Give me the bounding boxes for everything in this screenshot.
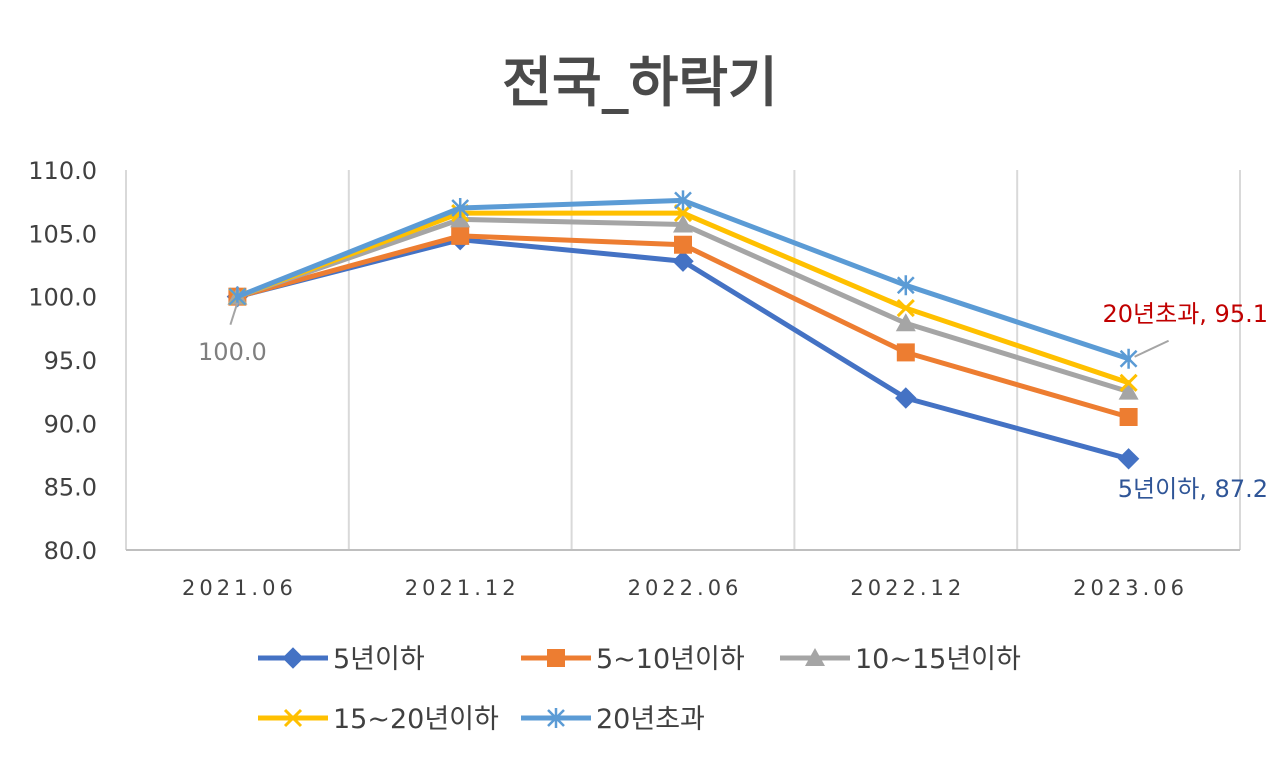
data-point xyxy=(673,204,693,223)
annotations: 100.0 20년초과, 95.1 5년이하, 87.2 xyxy=(198,300,1268,503)
data-point xyxy=(1119,408,1138,426)
legend: 5년이하 5~10년이하 10~15년이하 15~20년이하 20년초과 xyxy=(258,644,1021,735)
leader-line xyxy=(229,302,239,325)
annotation-label: 100.0 xyxy=(198,338,267,366)
data-point xyxy=(895,313,916,332)
chart-title: 전국_하락기 xyxy=(502,51,777,114)
y-tick-label: 95.0 xyxy=(44,347,97,375)
x-tick-label: 2023.06 xyxy=(1073,576,1188,600)
legend-label: 5년이하 xyxy=(333,644,425,675)
series-group xyxy=(226,190,1140,470)
y-tick-label: 105.0 xyxy=(28,220,97,248)
legend-item: 20년초과 xyxy=(521,704,705,735)
data-point xyxy=(1119,348,1138,369)
legend-marker xyxy=(805,648,825,666)
legend-marker xyxy=(547,649,565,667)
data-point xyxy=(674,190,692,211)
legend-marker xyxy=(282,647,304,669)
x-tick-label: 2022.06 xyxy=(628,576,743,600)
leader-line xyxy=(1134,339,1170,358)
data-point xyxy=(896,343,915,362)
y-tick-label: 100.0 xyxy=(28,284,97,312)
data-point xyxy=(896,275,915,296)
data-point xyxy=(674,235,692,254)
data-point xyxy=(673,214,693,233)
data-point xyxy=(1118,381,1139,400)
legend-item: 5년이하 xyxy=(258,644,425,675)
legend-label: 5~10년이하 xyxy=(596,644,745,675)
data-point xyxy=(1117,448,1140,470)
axes: 80.0 85.0 90.0 95.0 100.0 105.0 110.0 2021.06 20… xyxy=(28,157,1240,600)
x-tick-label: 2021.06 xyxy=(182,576,297,600)
data-point xyxy=(672,250,694,272)
data-point xyxy=(1119,373,1138,392)
legend-item: 15~20년이하 xyxy=(258,704,499,735)
y-tick-label: 90.0 xyxy=(44,410,97,438)
legend-item: 10~15년이하 xyxy=(780,644,1021,675)
legend-marker xyxy=(547,708,565,728)
y-tick-label: 110.0 xyxy=(28,157,97,185)
data-point xyxy=(895,387,917,409)
data-point xyxy=(451,198,470,218)
data-point xyxy=(896,299,915,318)
legend-item: 5~10년이하 xyxy=(521,644,745,675)
x-tick-label: 2021.12 xyxy=(405,576,520,600)
data-point xyxy=(450,209,471,228)
legend-marker xyxy=(283,708,303,728)
legend-label: 20년초과 xyxy=(596,704,705,735)
annotation-label: 5년이하, 87.2 xyxy=(1118,475,1268,503)
y-tick-label: 85.0 xyxy=(44,474,97,502)
legend-label: 15~20년이하 xyxy=(333,704,499,735)
data-point xyxy=(451,226,470,245)
x-tick-label: 2022.12 xyxy=(850,576,965,600)
annotation-label: 20년초과, 95.1 xyxy=(1103,300,1268,328)
legend-label: 10~15년이하 xyxy=(855,644,1021,675)
y-tick-label: 80.0 xyxy=(44,537,97,565)
